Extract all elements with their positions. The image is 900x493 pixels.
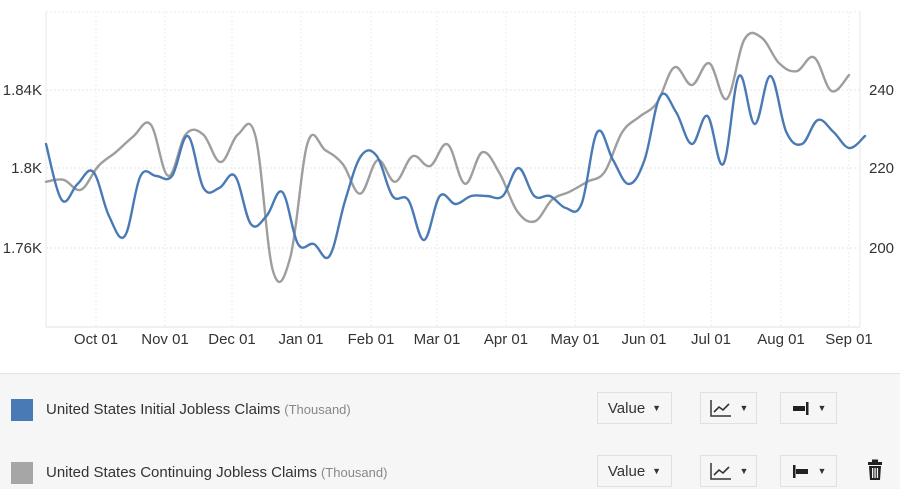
chart-type-select[interactable]: ▼	[700, 392, 757, 424]
axis-select[interactable]: ▼	[780, 392, 837, 424]
series-unit: (Thousand)	[284, 402, 351, 417]
x-tick-label: Dec 01	[208, 331, 256, 348]
continuing-claims-line[interactable]	[44, 31, 851, 284]
x-tick-label: Jul 01	[691, 331, 731, 348]
series-name: United States Continuing Jobless Claims	[46, 464, 317, 481]
series-label: United States Continuing Jobless Claims(…	[46, 464, 387, 481]
series-color-swatch[interactable]	[11, 399, 33, 421]
x-tick-label: Feb 01	[348, 331, 395, 348]
caret-down-icon: ▼	[817, 403, 827, 413]
y-right-tick-label: 240	[869, 82, 894, 99]
x-axis: Oct 01 Nov 01 Dec 01 Jan 01 Feb 01 Mar 01 Apr …	[74, 331, 873, 348]
legend-row-continuing-claims: United States Continuing Jobless Claims(…	[0, 453, 900, 493]
initial-claims-line[interactable]	[44, 74, 867, 260]
x-tick-label: Nov 01	[141, 331, 189, 348]
value-select-label: Value	[607, 462, 646, 480]
y-axis-left: 1.76K 1.8K 1.84K	[3, 82, 42, 257]
value-select-label: Value	[607, 399, 646, 417]
y-right-tick-label: 200	[869, 240, 894, 257]
series-name: United States Initial Jobless Claims	[46, 401, 281, 418]
delete-series-button[interactable]	[864, 458, 886, 482]
axis-left-icon	[792, 465, 808, 478]
legend-panel: United States Initial Jobless Claims (Tho…	[0, 373, 900, 489]
line-chart-icon	[709, 463, 731, 480]
x-tick-label: Mar 01	[414, 331, 461, 348]
value-select[interactable]: Value ▼	[597, 392, 672, 424]
caret-down-icon: ▼	[739, 403, 749, 413]
y-axis-right: 200 220 240	[869, 82, 894, 257]
y-left-tick-label: 1.84K	[3, 82, 42, 99]
series-unit: (Thousand)	[320, 465, 388, 480]
caret-down-icon: ▼	[739, 466, 749, 476]
y-left-tick-label: 1.76K	[3, 240, 42, 257]
value-select[interactable]: Value ▼	[597, 455, 672, 487]
line-chart: 1.76K 1.8K 1.84K 200 220 240 Oct 01 Nov 01 Dec…	[3, 11, 894, 348]
y-left-tick-label: 1.8K	[11, 160, 42, 177]
trash-icon	[868, 459, 882, 480]
caret-down-icon: ▼	[817, 466, 827, 476]
caret-down-icon: ▼	[652, 466, 662, 476]
series-color-swatch[interactable]	[11, 462, 33, 484]
y-right-tick-label: 220	[869, 160, 894, 177]
axis-select[interactable]: ▼	[780, 455, 837, 487]
x-tick-label: Sep 01	[825, 331, 873, 348]
x-tick-label: Apr 01	[484, 331, 528, 348]
caret-down-icon: ▼	[652, 403, 662, 413]
chart-type-select[interactable]: ▼	[700, 455, 757, 487]
x-tick-label: May 01	[550, 331, 599, 348]
series-label: United States Initial Jobless Claims (Tho…	[46, 401, 351, 418]
x-tick-label: Jun 01	[621, 331, 666, 348]
axis-right-icon	[792, 402, 809, 415]
legend-row-initial-claims: United States Initial Jobless Claims (Tho…	[0, 390, 900, 430]
line-chart-icon	[709, 400, 731, 417]
x-tick-label: Jan 01	[278, 331, 323, 348]
x-tick-label: Aug 01	[757, 331, 805, 348]
x-tick-label: Oct 01	[74, 331, 118, 348]
